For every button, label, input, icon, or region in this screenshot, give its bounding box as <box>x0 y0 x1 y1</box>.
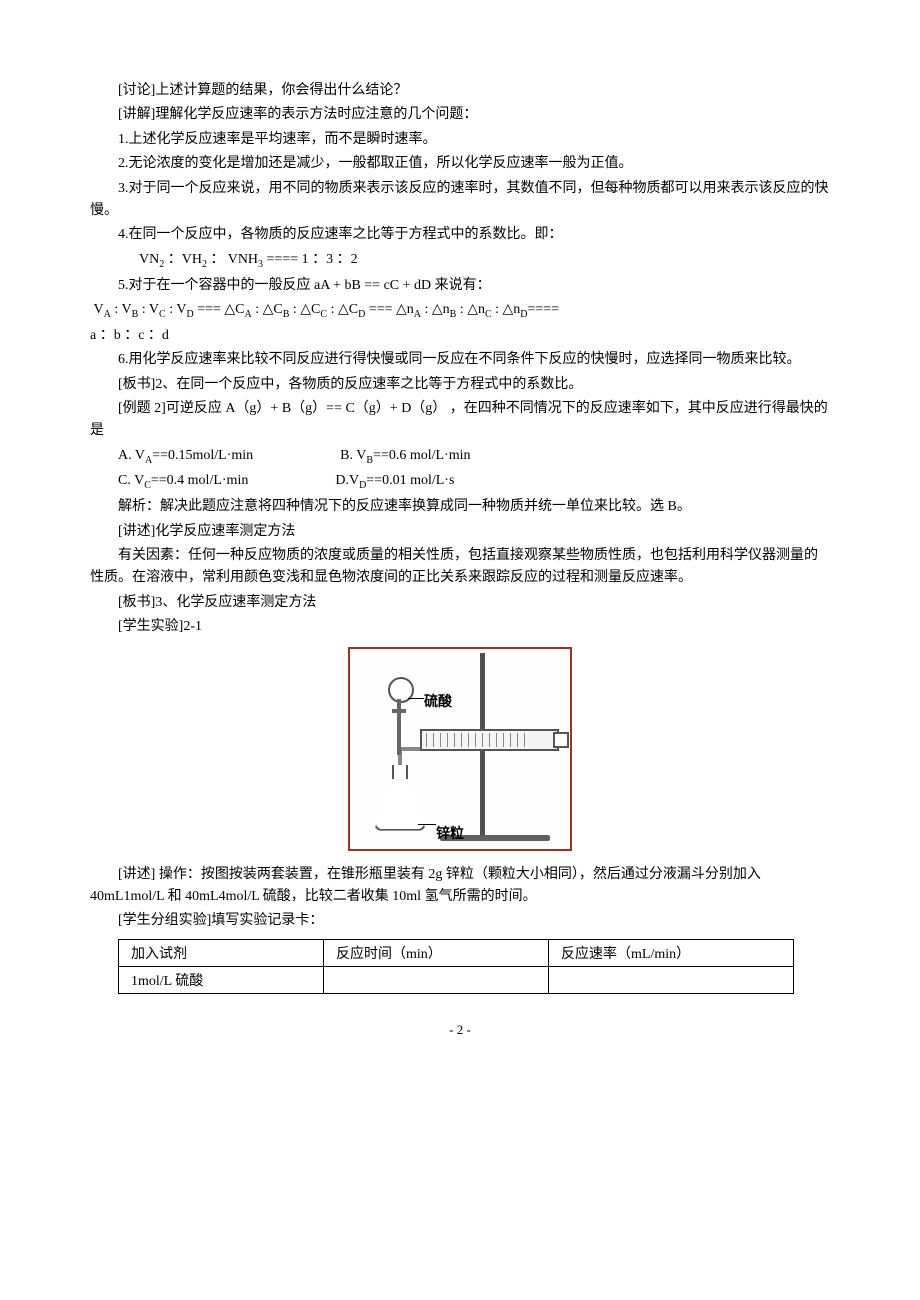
r2-s2: : V <box>138 302 159 317</box>
r2-s6: : △C <box>327 302 358 317</box>
optD-pre: D.V <box>335 473 359 488</box>
r2-s8: : △n <box>456 302 485 317</box>
optA-pre: A. V <box>118 448 145 463</box>
r2-eq2: === △n <box>365 302 413 317</box>
r2-a: A <box>104 309 111 320</box>
td-reagent: 1mol/L 硫酸 <box>119 966 324 993</box>
operation-description: [讲述] 操作：按图按装两套装置，在锥形瓶里装有 2g 锌粒（颗粒大小相同），然… <box>90 864 830 909</box>
r2-na: A <box>414 309 421 320</box>
point-4: 4.在同一个反应中，各物质的反应速率之比等于方程式中的系数比。即： <box>90 224 830 246</box>
r2-nd: D <box>520 309 527 320</box>
r2-s5: : △C <box>289 302 320 317</box>
ratio-line-1: VN2 ：VH2 ： VNH3 ==== 1 ：3 ：2 <box>90 249 830 273</box>
label-sulfuric-acid: 硫酸 <box>424 691 452 711</box>
optB-tail: ==0.6 mol/L·min <box>373 448 470 463</box>
point-3: 3.对于同一个反应来说，用不同的物质来表示该反应的速率时，其数值不同，但每种物质… <box>90 178 830 223</box>
label-line-zinc <box>418 824 436 825</box>
r2-s4: : △C <box>252 302 283 317</box>
ratio-line-2: VA : VB : VC : VD === △CA : △CB : △CC : … <box>90 299 830 323</box>
point-2: 2.无论浓度的变化是增加还是减少，一般都取正值，所以化学反应速率一般为正值。 <box>90 153 830 175</box>
student-experiment-label: [学生实验]2-1 <box>90 616 830 638</box>
optD-tail: ==0.01 mol/L·s <box>366 473 454 488</box>
ratio1-vn: VN <box>139 252 159 267</box>
r2-s9: : △n <box>492 302 521 317</box>
th-rate: 反应速率（mL/min） <box>549 939 794 966</box>
td-rate <box>549 966 794 993</box>
optB-pre: B. V <box>340 448 366 463</box>
experiment-record-table: 加入试剂 反应时间（min） 反应速率（mL/min） 1mol/L 硫酸 <box>118 939 794 994</box>
paragraph-explanation-intro: [讲解]理解化学反应速率的表示方法时应注意的几个问题： <box>90 104 830 126</box>
point-1: 1.上述化学反应速率是平均速率，而不是瞬时速率。 <box>90 129 830 151</box>
th-time: 反应时间（min） <box>324 939 549 966</box>
optC-tail: ==0.4 mol/L·min <box>151 473 248 488</box>
document-page: [讨论]上述计算题的结果，你会得出什么结论？ [讲解]理解化学反应速率的表示方法… <box>0 0 920 1078</box>
factors: 有关因素：任何一种反应物质的浓度或质量的相关性质，包括直接观察某些物质性质，也包… <box>90 545 830 590</box>
apparatus-figure: 硫酸 锌粒 <box>348 647 572 851</box>
group-experiment-label: [学生分组实验]填写实验记录卡： <box>90 910 830 932</box>
r2-eq1: === △C <box>194 302 245 317</box>
options-row-2: C. VC==0.4 mol/L·min D.VD==0.01 mol/L·s <box>90 470 830 494</box>
board-2: [板书]2、在同一个反应中，各物质的反应速率之比等于方程式中的系数比。 <box>90 374 830 396</box>
ratio1-tail: ==== 1 ：3 ：2 <box>263 252 358 267</box>
th-reagent: 加入试剂 <box>119 939 324 966</box>
narration-method: [讲述]化学反应速率测定方法 <box>90 521 830 543</box>
apparatus-figure-wrap: 硫酸 锌粒 <box>90 647 830 856</box>
label-line-acid <box>408 698 424 699</box>
separating-funnel-bulb <box>388 677 414 703</box>
board-3: [板书]3、化学反应速率测定方法 <box>90 592 830 614</box>
page-number: - 2 - <box>90 1022 830 1038</box>
paragraph-discussion: [讨论]上述计算题的结果，你会得出什么结论？ <box>90 80 830 102</box>
stopcock <box>392 709 406 713</box>
example-2-stem: [例题 2]可逆反应 A（g）+ B（g）== C（g）+ D（g） ，在四种不… <box>90 398 830 443</box>
r2-eq3: ==== <box>528 302 560 317</box>
optC-sub: C <box>144 480 151 491</box>
r2-d: D <box>186 309 193 320</box>
optA-tail: ==0.15mol/L·min <box>152 448 253 463</box>
tube-horizontal <box>400 747 420 751</box>
r2-s7: : △n <box>421 302 450 317</box>
r2-ca: A <box>244 309 251 320</box>
point-6: 6.用化学反应速率来比较不同反应进行得快慢或同一反应在不同条件下反应的快慢时，应… <box>90 349 830 371</box>
r2-c: C <box>159 309 166 320</box>
syringe-plunger <box>553 732 569 748</box>
funnel-stem <box>397 699 401 755</box>
r2-s1: : V <box>111 302 132 317</box>
r2-nc: C <box>485 309 492 320</box>
ratio1-mid2: ： VNH <box>207 252 258 267</box>
r2-s3: : V <box>166 302 187 317</box>
label-zinc-granules: 锌粒 <box>436 823 464 843</box>
table-header-row: 加入试剂 反应时间（min） 反应速率（mL/min） <box>119 939 794 966</box>
ratio1-mid1: ：VH <box>164 252 202 267</box>
analysis: 解析：解决此题应注意将四种情况下的反应速率换算成同一种物质并统一单位来比较。选 … <box>90 496 830 518</box>
td-time <box>324 966 549 993</box>
ratio-line-2b: a ：b ：c ：d <box>90 325 830 347</box>
syringe <box>420 729 559 751</box>
table-row: 1mol/L 硫酸 <box>119 966 794 993</box>
point-5: 5.对于在一个容器中的一般反应 aA + bB == cC + dD 来说有： <box>90 275 830 297</box>
r2-v: V <box>94 302 104 317</box>
options-row-1: A. VA==0.15mol/L·min B. VB==0.6 mol/L·mi… <box>90 445 830 469</box>
optC-pre: C. V <box>118 473 144 488</box>
